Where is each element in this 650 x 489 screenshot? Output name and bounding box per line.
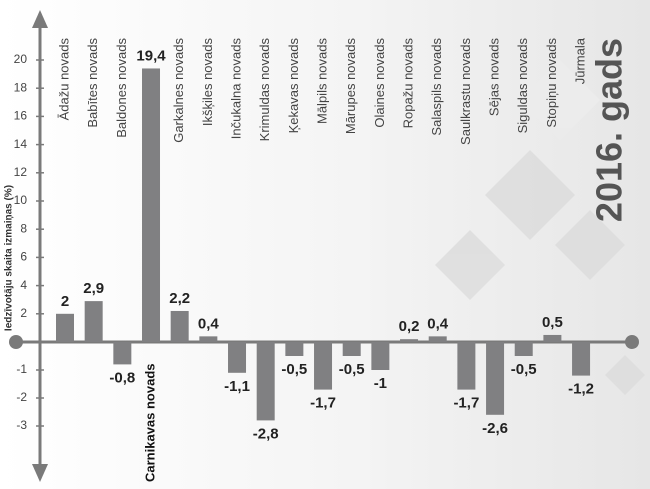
value-label: 0,4 <box>198 315 220 332</box>
value-label: 2,9 <box>83 280 104 297</box>
x-tick-label: Sējas novads <box>486 38 501 117</box>
value-label: -1 <box>374 375 387 392</box>
value-label: -2,8 <box>253 425 279 442</box>
bar <box>486 342 505 415</box>
y-tick-label: 2 <box>20 306 27 320</box>
x-tick-label: Ikšķiles novads <box>200 38 215 127</box>
bar <box>113 342 132 365</box>
value-label: 0,4 <box>427 315 449 332</box>
bar <box>56 313 74 342</box>
x-tick-label: Siguldas novads <box>515 38 530 134</box>
x-tick-label: Ķekavas novads <box>286 38 301 134</box>
x-tick-label: Garkalnes novads <box>171 38 186 143</box>
y-tick-label: 20 <box>14 52 28 66</box>
x-tick-label: Jūrmala <box>572 37 587 84</box>
bar <box>428 336 447 342</box>
bar <box>228 342 247 373</box>
y-tick-label: 18 <box>14 80 28 94</box>
y-tick-label: 10 <box>14 193 28 207</box>
x-tick-label: Mārupes novads <box>343 38 358 135</box>
value-label: -1,2 <box>568 381 594 398</box>
value-label: -1,7 <box>453 395 479 412</box>
x-tick-label: Ropažu novads <box>400 38 415 129</box>
y-tick-label: 16 <box>14 109 28 123</box>
y-axis-label: Iedzīvotāju skaita izmaiņas (%) <box>4 185 15 331</box>
x-tick-label: Krimuldas novads <box>257 38 272 142</box>
value-label: -0,5 <box>339 361 365 378</box>
bar <box>256 342 275 421</box>
bar <box>514 342 533 356</box>
x-tick-label: Babītes novads <box>85 38 100 128</box>
value-label: -1,1 <box>224 378 250 395</box>
x-tick-label: Baldones novads <box>114 38 129 138</box>
y-tick-label: 6 <box>20 250 27 264</box>
value-label: 2 <box>61 293 69 310</box>
x-tick-label: Carnikavas novads <box>142 363 157 482</box>
x-tick-label: Mālpils novads <box>314 38 329 124</box>
y-tick-label: 14 <box>14 137 28 151</box>
value-label: -0,8 <box>109 369 135 386</box>
bar <box>457 342 476 390</box>
value-label: -0,5 <box>511 361 537 378</box>
bar <box>400 339 419 342</box>
bar <box>199 336 218 342</box>
y-tick-label: -2 <box>16 390 27 404</box>
x-tick-label: Inčukalna novads <box>228 38 243 140</box>
y-tick-label: -1 <box>16 362 27 376</box>
decoration <box>435 60 645 395</box>
x-tick-label: Ādažu novads <box>56 38 71 121</box>
bar <box>285 342 304 356</box>
bar <box>342 342 361 356</box>
x-tick-label: Salaspils novads <box>429 38 444 136</box>
x-tick-label: Saulkrastu novads <box>458 38 473 145</box>
bar <box>84 301 103 342</box>
value-label: 0,2 <box>399 318 420 335</box>
value-label: -1,7 <box>310 395 336 412</box>
bar <box>543 334 562 342</box>
value-label: -0,5 <box>281 361 307 378</box>
y-tick-label: 8 <box>20 221 27 235</box>
bar <box>314 342 333 390</box>
value-label: -2,6 <box>482 420 508 437</box>
bar <box>371 342 390 370</box>
value-label: 0,5 <box>542 314 563 331</box>
bar <box>142 68 161 343</box>
y-tick-label: 4 <box>20 278 27 292</box>
y-tick-label: -3 <box>16 418 27 432</box>
chart-title: 2016. gads <box>589 38 630 222</box>
y-tick-label: 12 <box>14 165 28 179</box>
value-label: 19,4 <box>136 47 166 64</box>
x-tick-label: Olaines novads <box>372 38 387 128</box>
value-label: 2,2 <box>169 290 190 307</box>
x-tick-label: Stopiņu novads <box>544 38 559 128</box>
bar <box>170 310 189 342</box>
bar <box>572 342 591 376</box>
